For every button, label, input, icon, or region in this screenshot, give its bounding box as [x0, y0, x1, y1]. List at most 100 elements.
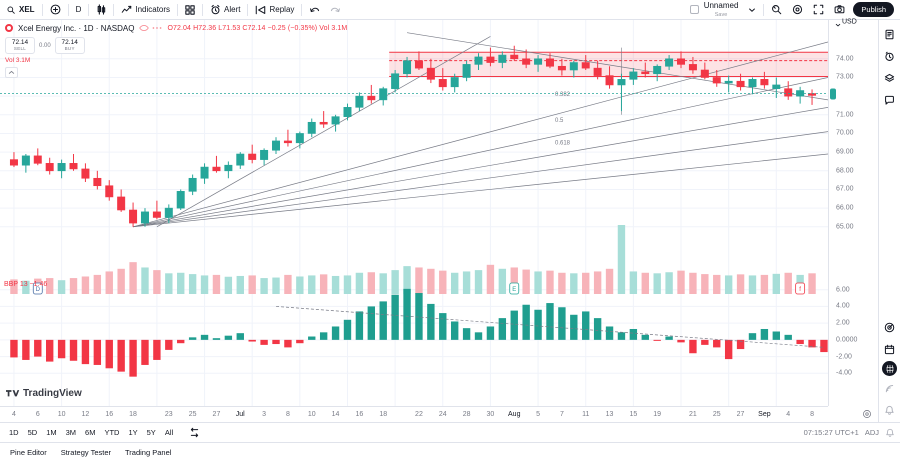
legend-controls[interactable] — [139, 23, 162, 33]
symbol-label: XEL — [19, 5, 35, 14]
bbp-bar — [665, 336, 673, 340]
alert-button[interactable]: Alert — [205, 2, 245, 18]
time-tick: 6 — [35, 411, 40, 418]
currency-selector[interactable]: USD — [835, 18, 857, 28]
layout-name-button[interactable]: Unnamed Save — [699, 0, 744, 18]
notifications-bell-icon[interactable] — [880, 400, 900, 420]
candle — [140, 211, 149, 224]
time-tick: 25 — [188, 411, 197, 418]
candle — [772, 84, 781, 89]
range-button-ytd[interactable]: YTD — [104, 428, 120, 437]
adjustment-label[interactable]: ADJ — [864, 428, 879, 437]
time-tick: 27 — [736, 411, 745, 418]
range-button-1y[interactable]: 1Y — [128, 428, 138, 437]
more-options-icon[interactable] — [152, 23, 162, 33]
chevron-down-icon — [835, 23, 841, 27]
layout-name-label: Unnamed — [703, 0, 739, 10]
eye-icon[interactable] — [139, 23, 150, 33]
bbp-bar — [284, 339, 292, 348]
current-price-badge[interactable]: XEL 72.14 — [830, 85, 855, 100]
candle — [784, 88, 793, 97]
chat-icon[interactable] — [880, 90, 900, 110]
fullscreen-button[interactable] — [808, 2, 829, 18]
bbp-bar — [355, 311, 364, 340]
candle — [510, 54, 519, 60]
volume-bar — [653, 273, 661, 294]
legend-title[interactable]: Xcel Energy Inc. · 1D · NASDAQ — [18, 23, 135, 33]
date-range-icon[interactable] — [185, 425, 204, 440]
indicators-button[interactable]: Indicators — [116, 2, 175, 18]
range-button-all[interactable]: All — [164, 428, 174, 437]
sell-label: SELL — [13, 45, 27, 51]
save-layout-checkbox[interactable] — [689, 5, 699, 14]
bbp-bar — [248, 339, 256, 342]
collapse-pane-button[interactable] — [5, 67, 18, 78]
undo-button[interactable] — [304, 2, 325, 18]
candle — [688, 64, 697, 71]
volume-bar — [129, 262, 137, 294]
interval-selector[interactable]: D — [71, 2, 87, 18]
range-button-5d[interactable]: 5D — [27, 428, 38, 437]
candle — [712, 77, 721, 84]
ideas-target-icon[interactable] — [880, 317, 900, 337]
clock-label[interactable]: 07:15:27 UTC+1 — [803, 428, 859, 437]
candle — [462, 64, 471, 78]
range-button-1m[interactable]: 1M — [46, 428, 57, 437]
chart-style-button[interactable] — [91, 2, 111, 18]
apps-grid-icon[interactable] — [882, 361, 897, 376]
time-tick: 16 — [105, 411, 114, 418]
alerts-clock-icon[interactable] — [880, 46, 900, 66]
bbp-bar — [403, 288, 411, 340]
time-axis[interactable]: 4 6 10 12 16 18 23 25 27 Jul 3 8 10 14 16 18 22 24 28 30 Aug… — [0, 406, 871, 422]
candle — [724, 80, 733, 84]
svg-text:0.618: 0.618 — [555, 141, 571, 147]
tab-strategy-tester[interactable]: Strategy Tester — [60, 447, 111, 457]
volume-bar — [81, 276, 90, 294]
symbol-search[interactable]: XEL — [4, 2, 40, 18]
volume-bar — [177, 272, 185, 294]
candle — [653, 65, 662, 75]
price-tick: 71.00 — [836, 111, 854, 119]
price-axis[interactable]: USD 74.00 73.00 71.00 70.00 69.00 68.00 67.00 6… — [828, 18, 878, 406]
templates-button[interactable] — [180, 2, 200, 18]
bbp-bar — [272, 339, 280, 345]
indicator-legend[interactable]: BBP 13 −1.46 — [4, 281, 48, 288]
price-tick: 74.00 — [836, 55, 854, 63]
range-button-6m[interactable]: 6M — [85, 428, 96, 437]
candle — [474, 56, 483, 65]
volume-bar — [427, 268, 435, 294]
watchlist-icon[interactable] — [880, 24, 900, 44]
range-button-3m[interactable]: 3M — [65, 428, 77, 437]
calendar-icon[interactable] — [880, 339, 900, 359]
bbp-bar — [308, 336, 316, 340]
chart-settings-button[interactable] — [787, 2, 808, 18]
range-button-1d[interactable]: 1D — [9, 428, 19, 437]
stream-icon[interactable] — [880, 378, 900, 398]
add-symbol-button[interactable] — [45, 2, 66, 18]
replay-button[interactable]: Replay — [250, 2, 299, 18]
svg-text:0.5: 0.5 — [555, 118, 564, 124]
candle — [593, 67, 602, 76]
candle — [438, 79, 447, 88]
bbp-bar — [450, 321, 459, 340]
bbp-bar — [653, 339, 661, 341]
buy-button[interactable]: 72.14 BUY — [54, 37, 85, 54]
redo-button[interactable] — [325, 2, 346, 18]
range-button-5y[interactable]: 5Y — [146, 428, 156, 437]
layout-dropdown-button[interactable] — [743, 2, 761, 18]
bbp-bar — [439, 313, 447, 340]
dividend-marker: D — [32, 282, 43, 295]
snapshot-button[interactable] — [829, 2, 850, 18]
publish-button[interactable]: Publish — [853, 2, 894, 17]
bell-icon[interactable] — [885, 428, 895, 438]
bbp-bar — [212, 338, 221, 340]
bbp-bar — [188, 337, 197, 340]
timezone-settings-icon[interactable] — [862, 409, 872, 419]
sell-button[interactable]: 72.14 SELL — [5, 37, 35, 54]
tab-pine-editor[interactable]: Pine Editor — [10, 447, 47, 457]
layers-icon[interactable] — [880, 68, 900, 88]
quick-search-button[interactable] — [766, 2, 787, 18]
tab-trading-panel[interactable]: Trading Panel — [125, 447, 172, 457]
